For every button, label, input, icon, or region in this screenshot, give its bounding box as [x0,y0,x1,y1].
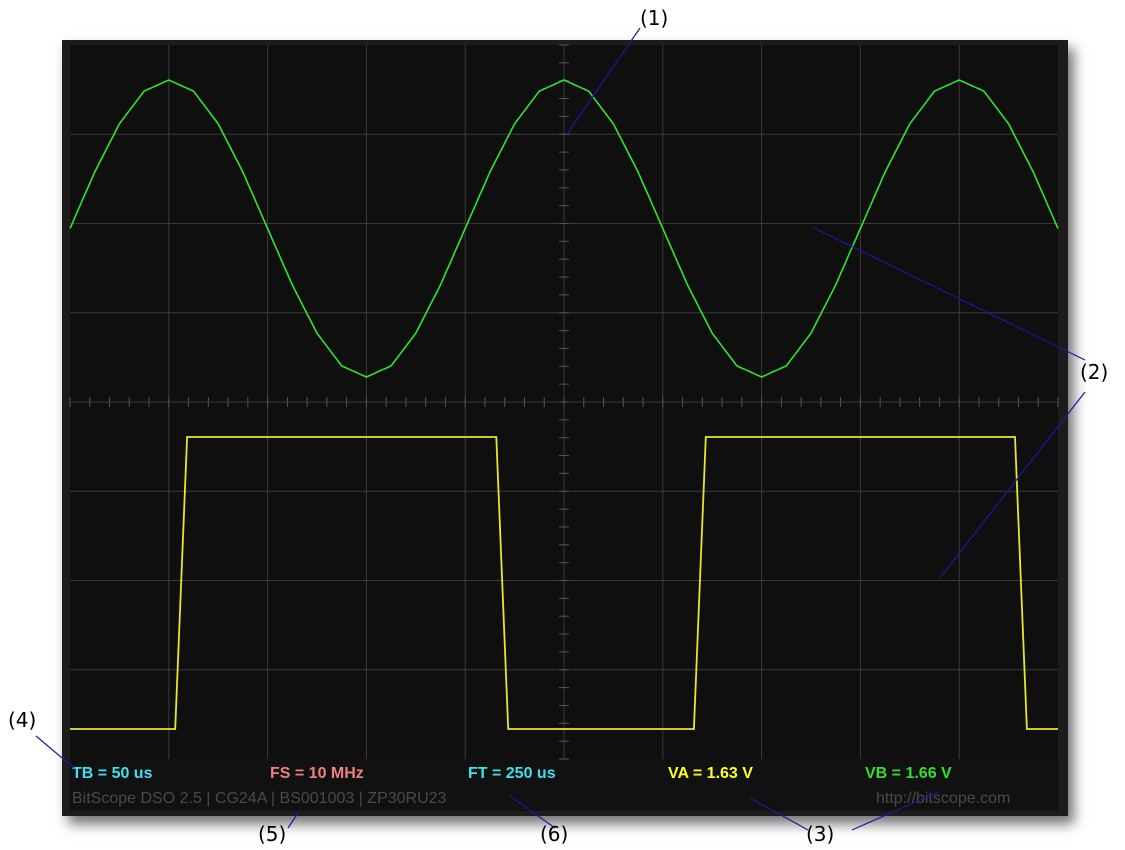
callout-label-2: (2) [1080,360,1109,384]
series-vb-line [69,79,1059,378]
website-link[interactable]: http://bitscope.com [876,790,1011,807]
callout-1-leader [566,27,641,135]
callout-6-leader [509,795,556,829]
frame-time-readout: FT = 250 us [468,765,556,782]
callout-2-leader-b [939,391,1086,579]
callout-label-3: (3) [806,822,835,846]
channel-a-voltage-readout: VA = 1.63 V [668,765,753,782]
timebase-readout: TB = 50 us [72,765,153,782]
callout-3-leader-a [749,797,809,831]
device-info-text: BitScope DSO 2.5 | CG24A | BS001003 | ZP… [72,790,447,807]
callout-3-leader-b [851,791,939,831]
sample-rate-readout: FS = 10 MHz [270,765,364,782]
callout-label-1: (1) [640,6,669,30]
status-bar [70,759,1058,811]
channel-b-voltage-readout: VB = 1.66 V [865,765,952,782]
callout-label-6: (6) [540,822,569,846]
callout-label-5: (5) [258,822,287,846]
callout-5-leader [287,809,301,829]
callout-label-4: (4) [8,708,37,732]
callout-2-leader-a [811,226,1086,361]
series-va-line [70,436,1058,730]
callout-4-leader [35,735,75,769]
